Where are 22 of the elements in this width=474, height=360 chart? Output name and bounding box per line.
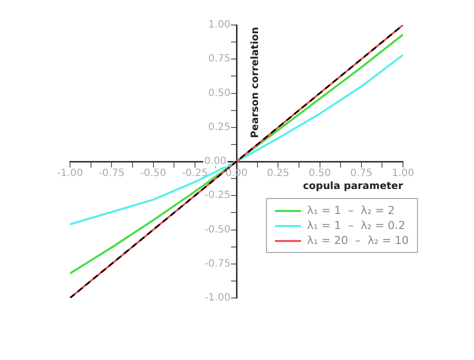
legend-label: λ₁ = 1 – λ₂ = 0.2 [307,219,406,232]
x-tick-label: 0.75 [350,168,373,180]
y-tick-label: 0.00 [204,156,226,168]
y-tick-label: -1.00 [204,292,230,304]
legend-label: λ₁ = 20 – λ₂ = 10 [307,234,409,247]
y-tick-label: 0.75 [208,54,230,65]
y-tick-label: 1.00 [208,20,230,31]
y-tick-label: -0.50 [204,224,230,236]
x-tick-label: -0.25 [182,168,208,180]
x-tick-label: -1.00 [57,168,83,180]
x-tick-label: 0.25 [266,168,290,180]
y-axis-title: Pearson correlation [250,27,262,138]
x-axis-title: copula parameter [302,181,404,192]
x-tick-label: -0.50 [140,168,166,180]
x-tick-label: 0.50 [308,168,331,180]
y-tick-label: -0.75 [204,258,230,270]
legend-label: λ₁ = 1 – λ₂ = 2 [307,204,395,217]
x-tick-label: 1.00 [392,168,414,180]
y-tick-label: -0.25 [204,190,230,202]
x-tick-label: -0.75 [98,168,125,180]
y-tick-label: 0.25 [208,122,230,133]
y-tick-label: 0.50 [208,88,230,99]
